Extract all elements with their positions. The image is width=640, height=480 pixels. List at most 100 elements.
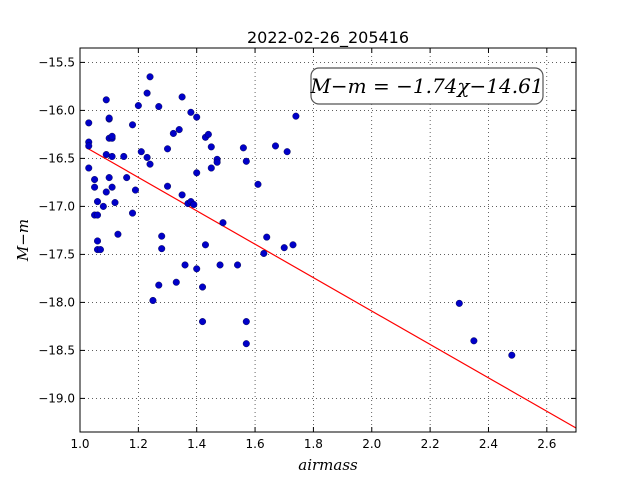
data-point <box>199 318 207 326</box>
data-point <box>85 119 93 127</box>
annotation-box: M−m = −1.74χ−14.61 <box>309 67 544 105</box>
data-point <box>164 182 172 190</box>
data-point <box>289 241 297 249</box>
fit-line-group <box>85 146 577 429</box>
y-tick-label: −18.5 <box>38 343 75 357</box>
plot-frame <box>79 47 577 433</box>
data-point <box>193 113 201 121</box>
data-point <box>105 174 113 182</box>
data-point <box>108 132 116 140</box>
x-tick-label: 1.6 <box>246 437 265 451</box>
x-tick-label: 2.6 <box>537 437 556 451</box>
data-point <box>242 340 250 348</box>
data-point <box>85 142 93 150</box>
y-tick-label: −19.0 <box>38 391 75 405</box>
data-point <box>169 129 177 137</box>
data-point <box>263 233 271 241</box>
data-point <box>102 96 110 104</box>
chart-title: 2022-02-26_205416 <box>247 28 409 48</box>
data-point <box>242 157 250 165</box>
data-point <box>158 232 166 240</box>
data-point <box>102 188 110 196</box>
data-point <box>131 186 139 194</box>
data-point <box>94 211 102 219</box>
data-point <box>201 241 209 249</box>
data-point <box>94 198 102 206</box>
data-point <box>149 296 157 304</box>
data-point <box>143 89 151 97</box>
grid <box>79 48 576 432</box>
data-point <box>242 318 250 326</box>
y-tick-label: −17.0 <box>38 199 75 213</box>
x-tick-label: 1.0 <box>70 437 89 451</box>
data-point <box>193 169 201 177</box>
data-point <box>155 103 163 111</box>
ticks: 1.0 1.2 1.4 1.6 1.8 2.0 2.2 2.4 2.6 −15.5 −16.0 −16… <box>38 48 576 451</box>
x-tick-label: 1.2 <box>129 437 148 451</box>
plot-background <box>80 48 576 432</box>
data-point <box>280 244 288 252</box>
y-tick-label: −16.5 <box>38 151 75 165</box>
data-point <box>219 219 227 227</box>
data-point <box>234 261 242 269</box>
data-point <box>216 261 224 269</box>
y-tick-label: −15.5 <box>38 55 75 69</box>
plot-area: 1.0 1.2 1.4 1.6 1.8 2.0 2.2 2.4 2.6 −15.5 −16.0 −16… <box>38 47 577 451</box>
data-point <box>102 151 110 159</box>
data-point <box>178 191 186 199</box>
data-point <box>187 108 195 116</box>
data-point <box>91 176 99 184</box>
data-point <box>123 174 131 182</box>
data-point <box>94 237 102 245</box>
data-point <box>199 283 207 291</box>
data-point <box>137 148 145 156</box>
data-point <box>455 299 463 307</box>
data-point <box>108 183 116 191</box>
data-point <box>99 202 107 210</box>
data-point <box>254 180 262 188</box>
annotation-frame <box>310 67 544 105</box>
data-point <box>120 152 128 160</box>
scatter-points <box>85 73 516 359</box>
data-point <box>207 164 215 172</box>
data-point <box>155 281 163 289</box>
data-point <box>114 230 122 238</box>
data-point <box>111 199 119 207</box>
data-point <box>204 130 212 138</box>
data-point <box>271 142 279 150</box>
data-point <box>158 245 166 253</box>
y-tick-label: −17.5 <box>38 247 75 261</box>
data-point <box>129 209 137 217</box>
x-tick-label: 2.4 <box>479 437 498 451</box>
data-point <box>146 160 154 168</box>
fit-equation: M−m = −1.74χ−14.61 <box>309 74 543 98</box>
data-point <box>164 145 172 153</box>
x-axis-label: airmass <box>298 456 358 474</box>
data-point <box>178 93 186 101</box>
x-tick-label: 2.2 <box>421 437 440 451</box>
data-point <box>193 265 201 273</box>
x-tick-label: 1.4 <box>187 437 206 451</box>
data-point <box>292 112 300 120</box>
data-point <box>470 337 478 345</box>
data-point <box>129 121 137 129</box>
y-axis-label: M−m <box>14 219 32 262</box>
data-point <box>213 158 221 166</box>
data-point <box>91 183 99 191</box>
y-tick-label: −18.0 <box>38 295 75 309</box>
data-point <box>283 148 291 156</box>
data-point <box>175 126 183 134</box>
x-tick-label: 2.0 <box>362 437 381 451</box>
data-point <box>190 200 198 208</box>
data-point <box>96 246 104 254</box>
data-point <box>146 73 154 81</box>
x-tick-label: 1.8 <box>304 437 323 451</box>
y-tick-label: −16.0 <box>38 103 75 117</box>
data-point <box>207 143 215 151</box>
data-point <box>105 114 113 122</box>
data-point <box>260 249 268 257</box>
data-point <box>134 102 142 110</box>
data-point <box>85 164 93 172</box>
data-point <box>172 278 180 286</box>
